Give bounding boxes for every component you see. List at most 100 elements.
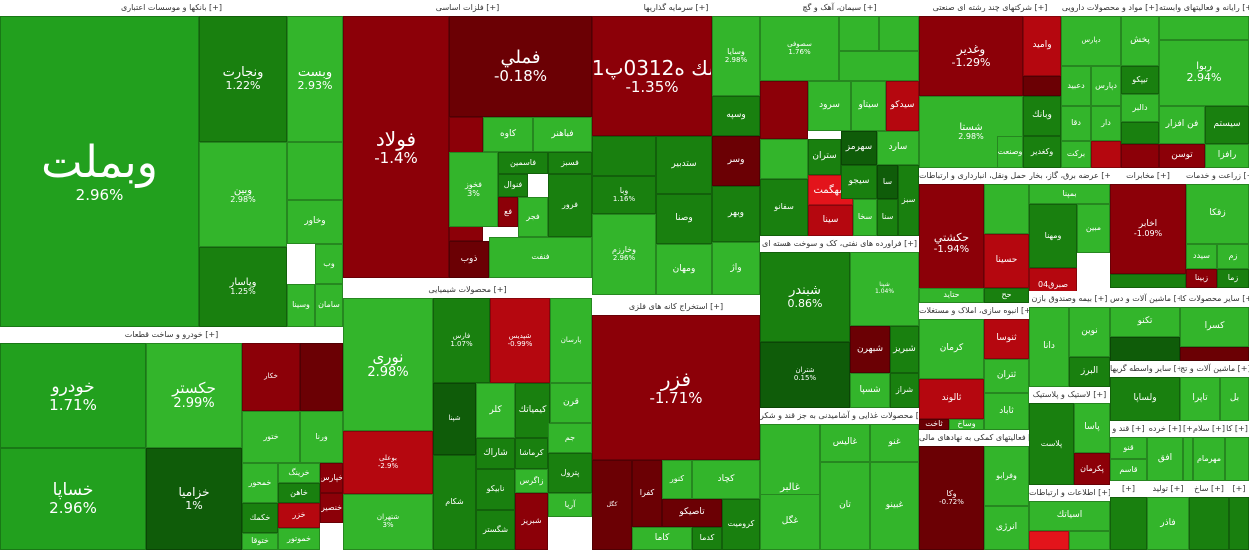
stock-tile[interactable]: زقکا xyxy=(1186,184,1249,244)
stock-tile[interactable]: كرومیت xyxy=(722,499,760,550)
stock-tile[interactable]: اسیاتك xyxy=(1029,501,1110,531)
stock-tile[interactable]: فارس 1.07% xyxy=(433,298,490,383)
stock-tile[interactable]: سيتاو xyxy=(851,81,886,131)
stock-tile[interactable]: تيپكو xyxy=(1121,66,1159,94)
stock-tile[interactable] xyxy=(592,136,656,176)
stock-tile[interactable]: حسينا xyxy=(984,234,1029,288)
stock-tile[interactable]: فزر -1.71% xyxy=(592,315,760,460)
stock-tile[interactable]: حکستر 2.99% xyxy=(146,343,242,448)
stock-tile[interactable]: وصنعت xyxy=(997,136,1023,168)
stock-tile[interactable]: سیستم xyxy=(1205,106,1249,144)
sector-header[interactable]: بانکها و موسسات اعتباری [+] xyxy=(0,0,343,17)
stock-tile[interactable]: زاگرس xyxy=(515,469,548,493)
stock-tile[interactable]: دپارس xyxy=(1061,16,1121,66)
stock-tile[interactable] xyxy=(1069,531,1110,550)
sector-header[interactable]: سایر واسطه گریها [+] xyxy=(1110,361,1180,378)
stock-tile[interactable]: سبز xyxy=(898,165,919,236)
sector-header[interactable]: سایر محصولات کا [+] xyxy=(1180,291,1249,308)
stock-tile[interactable]: ثنوسا xyxy=(984,319,1029,359)
stock-tile[interactable]: پارسان xyxy=(550,298,592,383)
stock-tile[interactable] xyxy=(879,16,919,51)
sector-header[interactable]: خودرو و ساخت قطعات [+] xyxy=(0,327,343,344)
stock-tile[interactable]: مبین xyxy=(1077,204,1110,253)
stock-tile[interactable]: وبهر xyxy=(712,186,760,242)
stock-tile[interactable]: شگستر xyxy=(476,510,515,550)
stock-tile[interactable]: زبینا xyxy=(1186,269,1217,288)
stock-tile[interactable]: سيجو xyxy=(841,165,877,199)
stock-tile[interactable]: تاپرا xyxy=(1180,377,1220,421)
stock-tile[interactable]: وخارزم 2.96% xyxy=(592,214,656,295)
stock-tile[interactable]: سينا xyxy=(808,205,853,236)
stock-tile[interactable]: خساپا 2.96% xyxy=(0,448,146,550)
sector-header[interactable]: استخراج کانه های فلزی [+] xyxy=(592,299,760,316)
stock-tile[interactable]: قرن xyxy=(550,383,592,423)
sector-header[interactable]: فعالیتهای کمکی به نهادهای مالی [+] xyxy=(919,430,1029,447)
sector-header[interactable]: حمل ونقل، انبارداری و ارتباطات [+] xyxy=(919,168,1029,185)
sector-header[interactable]: محصولات شیمیایی [+] xyxy=(343,282,592,299)
stock-tile[interactable]: وساخ xyxy=(949,419,984,430)
stock-tile[interactable]: کاما xyxy=(632,527,692,550)
stock-tile[interactable]: شپنا 1.04% xyxy=(850,252,919,326)
stock-tile[interactable]: پترول xyxy=(548,453,592,493)
stock-tile[interactable]: ورنا xyxy=(300,411,343,463)
stock-tile[interactable]: اخابر -1.09% xyxy=(1110,184,1186,274)
stock-tile[interactable]: دقا xyxy=(1061,106,1091,141)
stock-tile[interactable]: دعبید xyxy=(1061,66,1091,106)
stock-tile[interactable]: وب xyxy=(315,244,343,284)
sector-header[interactable]: عرضه برق، گاز، بخار [+] xyxy=(1029,168,1110,185)
stock-tile[interactable]: دپارس xyxy=(1091,66,1121,106)
stock-tile[interactable]: سخا xyxy=(853,199,877,236)
stock-tile[interactable]: ذوب xyxy=(449,241,489,278)
stock-tile[interactable]: شبندر 0.86% xyxy=(760,252,850,342)
stock-tile[interactable] xyxy=(1091,141,1121,168)
stock-tile[interactable]: حكشتي -1.94% xyxy=(919,184,984,303)
stock-tile[interactable]: وصنا xyxy=(656,194,712,244)
stock-tile[interactable]: غنو xyxy=(870,424,919,462)
sector-header[interactable]: [+] xyxy=(1183,421,1193,438)
stock-tile[interactable] xyxy=(1029,531,1069,550)
stock-tile[interactable]: سك ه0312پ01-1.35% xyxy=(592,16,712,136)
stock-tile[interactable]: سصوفی 1.76% xyxy=(760,16,839,81)
stock-tile[interactable]: ستران xyxy=(808,139,841,175)
stock-tile[interactable]: خاهن xyxy=(278,483,320,503)
stock-tile[interactable] xyxy=(1183,437,1193,481)
stock-tile[interactable]: شتران 0.15% xyxy=(760,342,850,408)
stock-tile[interactable]: سیدد xyxy=(1186,244,1217,269)
stock-tile[interactable]: وخاور xyxy=(287,200,343,244)
stock-tile[interactable]: ومهنا xyxy=(1029,204,1077,268)
stock-tile[interactable]: وسایا 2.98% xyxy=(712,16,760,96)
stock-tile[interactable]: وبین 2.98% xyxy=(199,142,287,247)
stock-tile[interactable]: برکت xyxy=(1061,141,1091,168)
stock-tile[interactable] xyxy=(1159,16,1249,40)
sector-header[interactable]: قند و [+] xyxy=(1110,421,1147,438)
stock-tile[interactable]: البرز xyxy=(1069,357,1110,387)
stock-tile[interactable]: کرمان xyxy=(919,319,984,379)
stock-tile[interactable]: خرينگ xyxy=(278,463,320,483)
sector-header[interactable]: [+] xyxy=(1229,481,1249,498)
stock-tile[interactable]: ختور xyxy=(242,411,300,463)
stock-tile[interactable]: کاوه xyxy=(483,117,533,152)
stock-tile[interactable]: کسرا xyxy=(1180,307,1249,347)
sector-header[interactable]: [+] xyxy=(1110,481,1147,498)
stock-tile[interactable]: تکنو xyxy=(1110,307,1180,337)
stock-tile[interactable]: وبملت 2.96% xyxy=(0,16,199,327)
stock-tile[interactable]: ستدبير xyxy=(656,136,712,194)
stock-tile[interactable]: رافزا xyxy=(1205,144,1249,168)
sector-header[interactable]: شرکتهای چند رشته ای صنعتی [+] xyxy=(919,0,1061,17)
stock-tile[interactable]: فاذر xyxy=(1147,497,1189,550)
stock-tile[interactable]: شسپا xyxy=(850,373,890,408)
stock-tile[interactable]: كلر xyxy=(476,383,515,438)
stock-tile[interactable]: ثاخت xyxy=(919,419,949,430)
stock-tile[interactable]: سامان xyxy=(315,284,343,327)
stock-tile[interactable] xyxy=(1110,274,1186,288)
sector-header[interactable]: خرده [+] xyxy=(1147,421,1183,438)
stock-tile[interactable]: سارد xyxy=(877,131,919,165)
stock-tile[interactable]: افق xyxy=(1147,437,1183,481)
stock-tile[interactable]: وبست 2.93% xyxy=(287,16,343,142)
stock-tile[interactable]: کنور xyxy=(662,460,692,499)
stock-tile[interactable]: فسبز xyxy=(548,152,592,174)
stock-tile[interactable]: آريا xyxy=(548,493,592,517)
stock-tile[interactable]: تان xyxy=(820,462,870,550)
stock-tile[interactable]: خزر xyxy=(278,503,320,528)
stock-tile[interactable] xyxy=(839,51,919,81)
